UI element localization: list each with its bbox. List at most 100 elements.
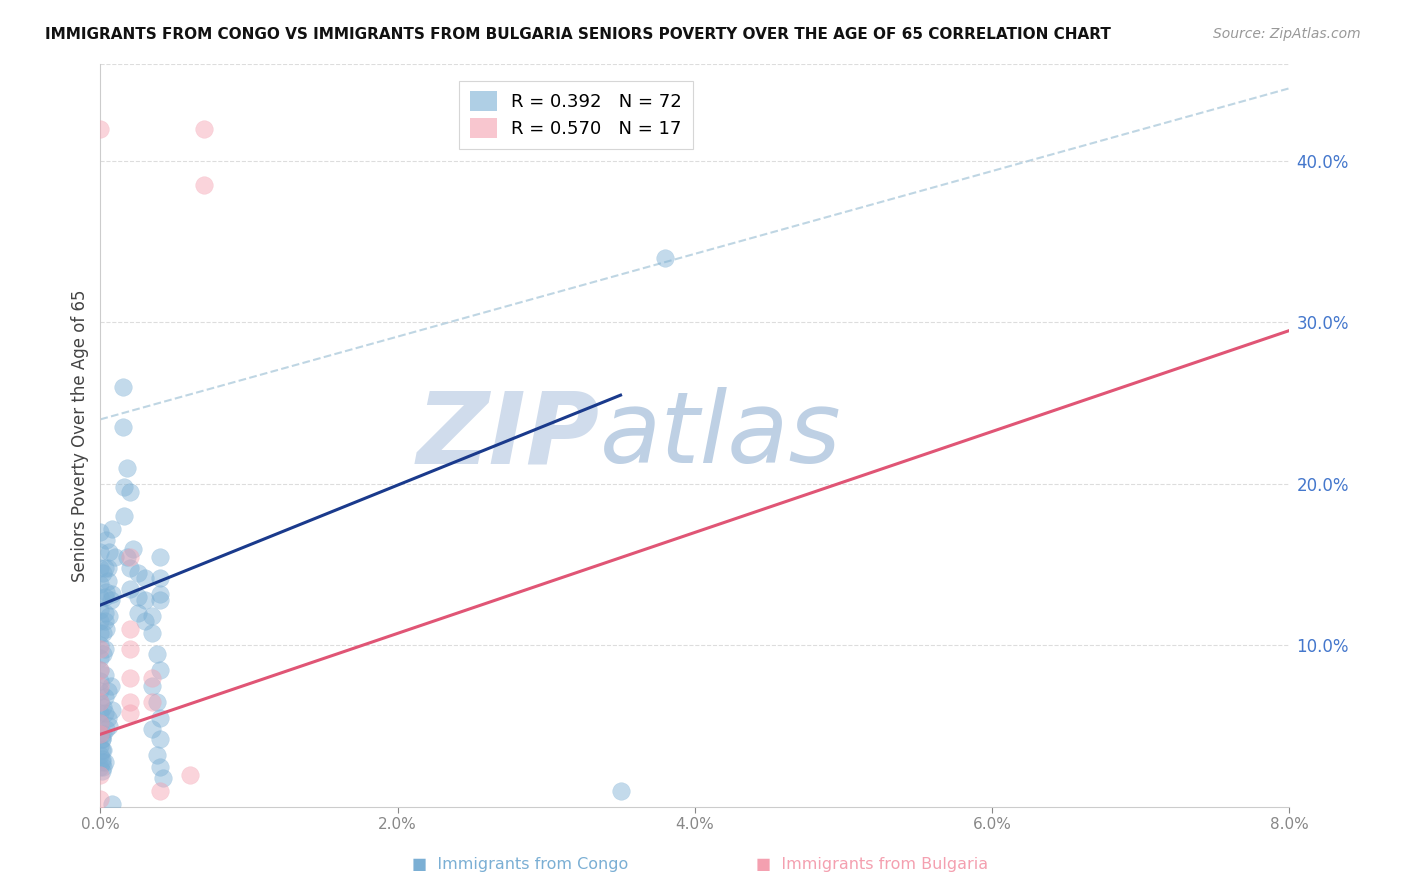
Text: IMMIGRANTS FROM CONGO VS IMMIGRANTS FROM BULGARIA SENIORS POVERTY OVER THE AGE O: IMMIGRANTS FROM CONGO VS IMMIGRANTS FROM… <box>45 27 1111 42</box>
Point <box>122 541 145 556</box>
Point <box>104 549 127 564</box>
Point <box>120 641 142 656</box>
Point <box>91 625 114 640</box>
Point <box>89 545 111 559</box>
Point <box>89 603 111 617</box>
Point <box>101 797 124 811</box>
Point <box>91 743 114 757</box>
Text: ■  Immigrants from Bulgaria: ■ Immigrants from Bulgaria <box>755 857 988 872</box>
Point <box>89 525 111 540</box>
Point <box>89 663 111 677</box>
Point <box>101 522 124 536</box>
Point <box>97 711 120 725</box>
Y-axis label: Seniors Poverty Over the Age of 65: Seniors Poverty Over the Age of 65 <box>72 289 89 582</box>
Point <box>89 727 111 741</box>
Point <box>98 609 121 624</box>
Point <box>120 706 142 721</box>
Point <box>89 663 111 677</box>
Point <box>141 625 163 640</box>
Point <box>179 767 201 781</box>
Point <box>120 671 142 685</box>
Point <box>149 711 172 725</box>
Point <box>91 647 114 661</box>
Point <box>120 695 142 709</box>
Point <box>149 784 172 798</box>
Point <box>89 641 111 656</box>
Point <box>89 695 111 709</box>
Point <box>193 178 215 193</box>
Point <box>89 727 111 741</box>
Point <box>146 695 169 709</box>
Point <box>149 549 172 564</box>
Point <box>120 582 142 596</box>
Point <box>100 593 122 607</box>
Point <box>89 759 111 773</box>
Point <box>94 690 117 705</box>
Point <box>90 755 112 769</box>
Point <box>112 480 135 494</box>
Point <box>94 606 117 620</box>
Point <box>96 723 118 737</box>
Point <box>146 647 169 661</box>
Point <box>89 748 111 763</box>
Point <box>89 651 111 665</box>
Point <box>149 571 172 585</box>
Point <box>134 593 156 607</box>
Point <box>609 784 631 798</box>
Point <box>101 587 124 601</box>
Text: ZIP: ZIP <box>416 387 600 484</box>
Point <box>94 641 117 656</box>
Point <box>193 121 215 136</box>
Point <box>111 420 134 434</box>
Point <box>89 716 111 731</box>
Point <box>91 759 114 773</box>
Point <box>97 683 120 698</box>
Point <box>152 771 174 785</box>
Point <box>89 739 111 753</box>
Point <box>97 561 120 575</box>
Point <box>112 509 135 524</box>
Point <box>94 755 117 769</box>
Legend: R = 0.392   N = 72, R = 0.570   N = 17: R = 0.392 N = 72, R = 0.570 N = 17 <box>458 80 693 149</box>
Point <box>89 716 111 731</box>
Point <box>134 614 156 628</box>
Point <box>94 561 117 575</box>
Point <box>89 590 111 604</box>
Point <box>94 667 117 681</box>
Point <box>89 121 111 136</box>
Point <box>90 751 112 765</box>
Point <box>89 792 111 806</box>
Point <box>654 251 676 265</box>
Point <box>149 593 172 607</box>
Point <box>89 679 111 693</box>
Point <box>141 723 163 737</box>
Point <box>98 719 121 733</box>
Point <box>89 577 111 591</box>
Point <box>127 606 149 620</box>
Point <box>89 673 111 688</box>
Point <box>97 574 120 588</box>
Point <box>127 566 149 580</box>
Point <box>120 485 142 500</box>
Point <box>149 732 172 747</box>
Point <box>90 743 112 757</box>
Point <box>134 571 156 585</box>
Point <box>120 549 142 564</box>
Text: ■  Immigrants from Congo: ■ Immigrants from Congo <box>412 857 628 872</box>
Point <box>115 549 138 564</box>
Point <box>89 561 111 575</box>
Point <box>89 683 111 698</box>
Point <box>115 460 138 475</box>
Point <box>98 545 121 559</box>
Point <box>90 732 112 747</box>
Point <box>91 727 114 741</box>
Point <box>120 623 142 637</box>
Point <box>149 759 172 773</box>
Point <box>94 614 117 628</box>
Point <box>90 732 112 747</box>
Point <box>89 614 111 628</box>
Text: atlas: atlas <box>600 387 841 484</box>
Point <box>96 623 118 637</box>
Point <box>101 703 124 717</box>
Point <box>89 767 111 781</box>
